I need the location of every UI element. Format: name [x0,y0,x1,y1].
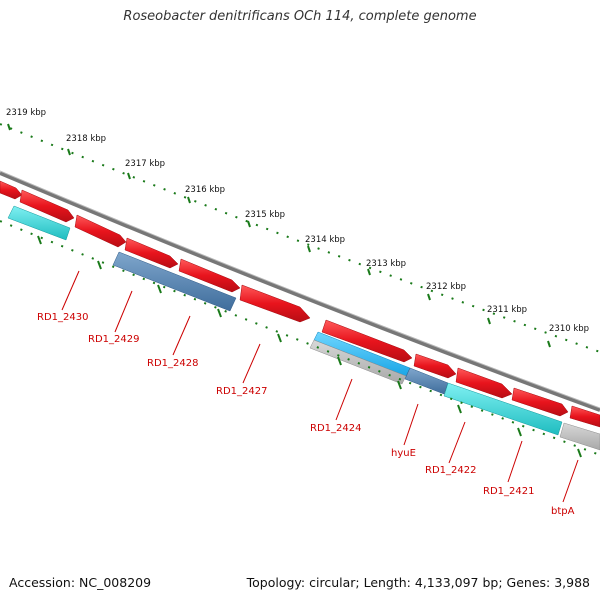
scale-tick [7,123,11,131]
scale-label: 2317 kbp [125,159,165,169]
gene-arrow-reverse[interactable] [443,382,563,436]
scale-tick [307,245,311,253]
scale-tick [127,172,131,180]
scale-tick [367,268,371,276]
gene-arrow-reverse[interactable] [7,205,71,241]
gene-label[interactable]: RD1_2429 [88,334,139,345]
gene-arrow-forward[interactable] [413,353,457,379]
gene-arrow-forward[interactable] [74,214,127,248]
gene-arrow-reverse[interactable] [404,367,449,395]
scale-label: 2313 kbp [366,259,406,269]
inner-tick [457,404,462,414]
gene-arrow-forward[interactable] [239,284,311,323]
leader-line [507,440,523,483]
inner-tick [397,380,402,390]
leader-line [61,270,80,311]
gene-labels: RD1_2430 RD1_2429 RD1_2428 RD1_2427 RD1_… [37,312,575,517]
inner-tick [157,284,162,294]
gene-arrow-forward[interactable] [178,258,241,293]
leader-line [242,343,261,384]
gene-label[interactable]: btpA [551,506,575,517]
genome-title: Roseobacter denitrificans OCh 114, compl… [123,9,477,24]
gene-arrow-forward[interactable] [19,189,75,223]
gene-label[interactable]: RD1_2427 [216,386,267,397]
gene-label[interactable]: hyuE [391,448,416,459]
leader-line [448,421,466,464]
genome-summary-text: Topology: circular; Length: 4,133,097 bp… [246,575,590,590]
gene-arrow-forward[interactable] [511,387,569,417]
scale-label: 2312 kbp [426,282,466,292]
gene-label[interactable]: RD1_2424 [310,423,361,434]
scale-tick [67,148,71,156]
gene-arrow-reverse[interactable] [559,422,600,451]
gene-label[interactable]: RD1_2421 [483,486,534,497]
gene-arrow-reverse[interactable] [112,251,237,312]
genome-backbone [0,171,600,412]
scale-label: 2316 kbp [185,185,225,195]
inner-tick [277,333,282,343]
inner-tick [577,448,582,458]
gene-arrow-forward[interactable] [569,405,600,428]
inner-tick [97,260,102,270]
scale-ring: 2319 kbp 2318 kbp 2317 kbp 2316 kbp 2315… [0,108,600,353]
gene-label[interactable]: RD1_2430 [37,312,88,323]
scale-ring-dots [0,123,600,353]
scale-label: 2315 kbp [245,210,285,220]
gene-arrow-reverse[interactable] [309,339,407,385]
forward-strand-genes [0,180,600,428]
scale-tick [427,293,431,301]
gene-arrow-forward[interactable] [455,367,513,399]
scale-tick [547,340,551,348]
leader-line [172,315,191,356]
accession-text: Accession: NC_008209 [9,575,152,590]
inner-tick [337,356,342,366]
scale-label: 2318 kbp [66,134,106,144]
gene-label[interactable]: RD1_2428 [147,358,198,369]
scale-label: 2319 kbp [6,108,46,118]
inner-tick [217,308,222,318]
gene-arrow-forward[interactable] [321,319,413,363]
scale-tick [247,220,251,228]
inner-tick [37,235,42,245]
leader-line [562,459,579,503]
scale-tick [487,317,491,325]
gene-label[interactable]: RD1_2422 [425,465,476,476]
inner-scale-ring [0,220,600,458]
leader-line [335,378,353,421]
scale-label: 2310 kbp [549,324,589,334]
scale-label: 2314 kbp [305,235,345,245]
inner-tick [517,427,522,437]
leader-line [403,403,419,446]
scale-tick [187,196,191,204]
scale-label: 2311 kbp [487,305,527,315]
genome-backbone-highlight [0,170,600,409]
gene-arrow-forward[interactable] [124,237,179,269]
reverse-strand-genes [7,205,600,451]
gene-label-leaders [61,270,579,503]
leader-line [114,290,133,333]
gene-arrow-forward[interactable] [0,180,23,200]
